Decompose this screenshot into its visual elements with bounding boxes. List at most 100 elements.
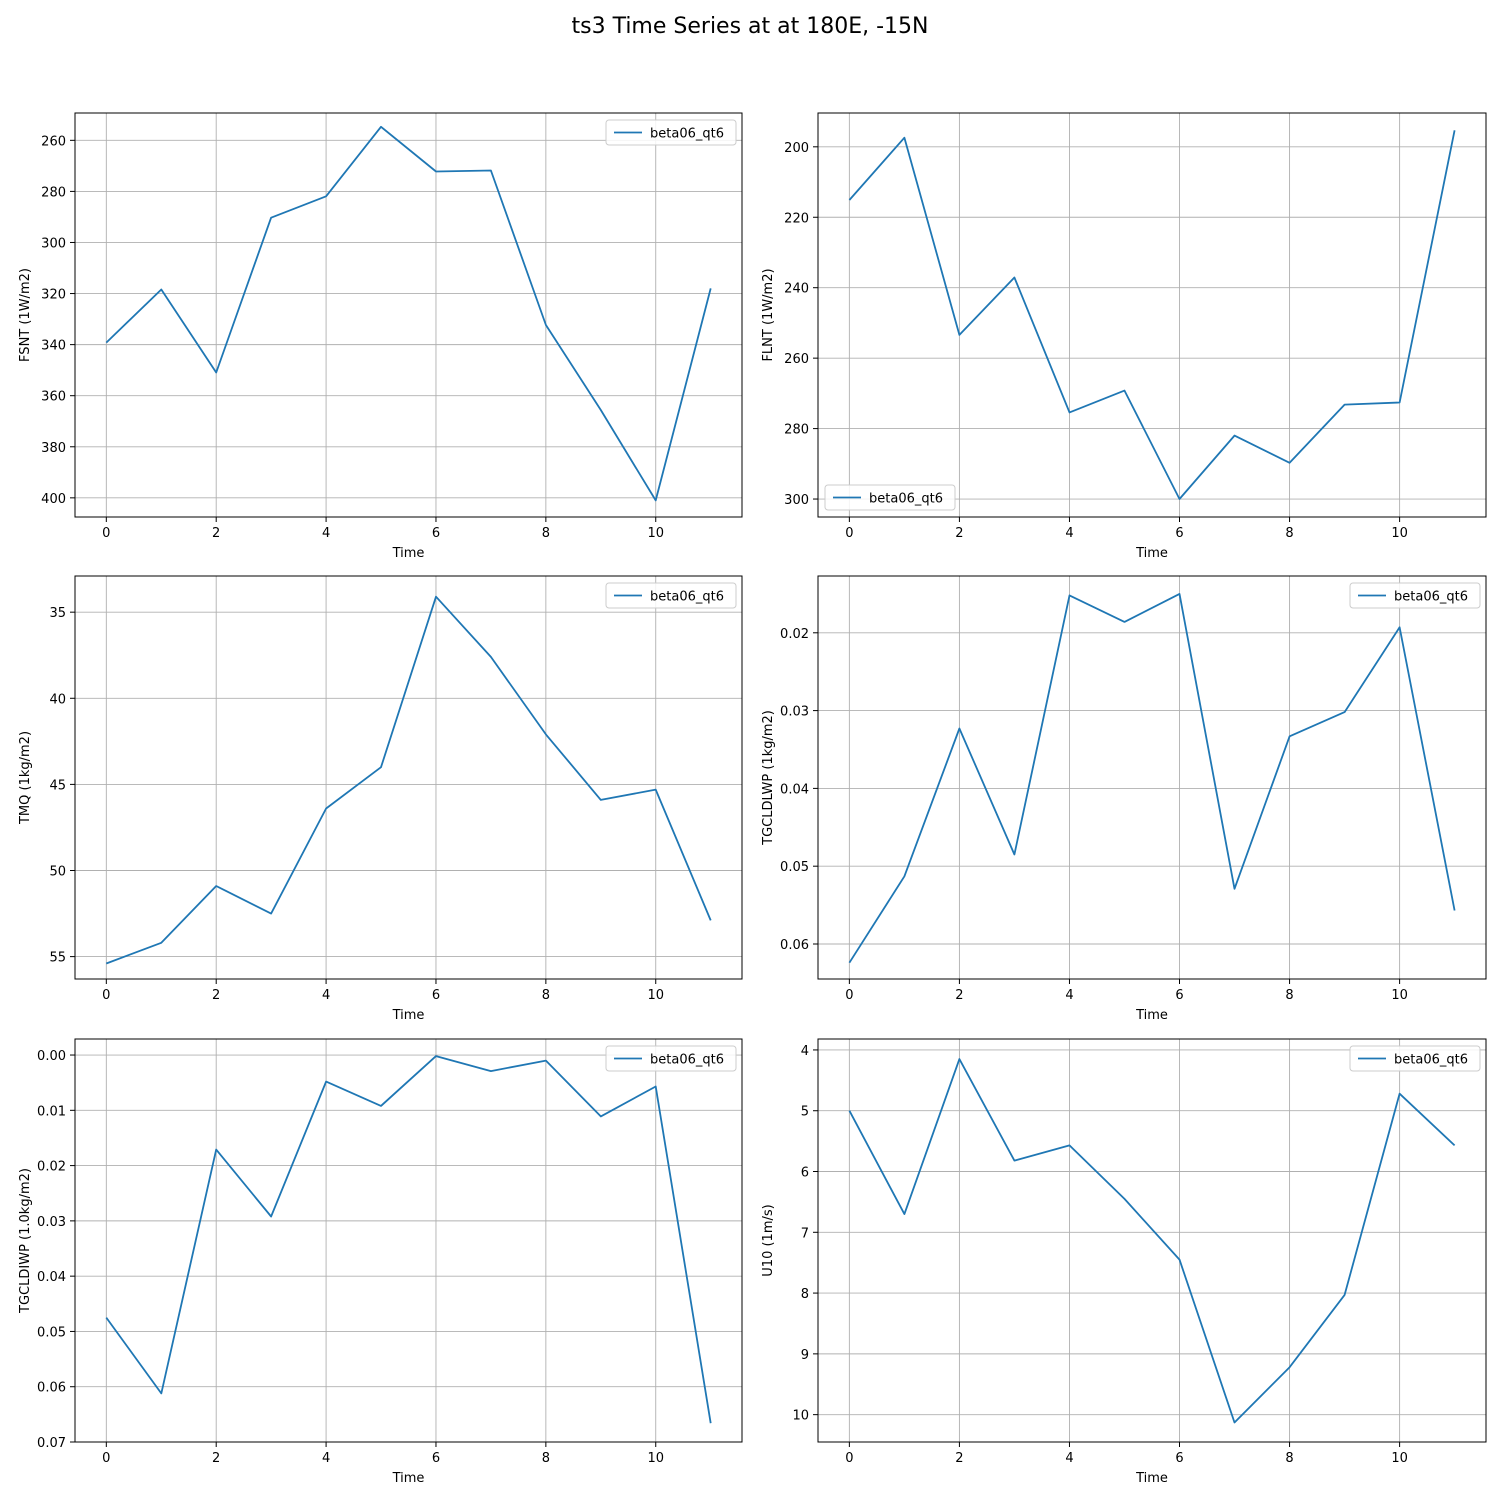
y-tick-label: 0.03 <box>37 1215 66 1230</box>
y-tick-label: 6 <box>801 1166 809 1181</box>
x-tick-label: 4 <box>1065 1451 1073 1466</box>
x-tick-label: 10 <box>647 988 664 1003</box>
y-tick-label: 0.04 <box>780 782 809 797</box>
x-axis-label: Time <box>1135 546 1168 561</box>
y-tick-label: 400 <box>41 492 66 507</box>
legend-box <box>1349 1045 1481 1072</box>
legend-label: beta06_qt6 <box>650 590 724 605</box>
y-tick-label: 0.06 <box>37 1381 66 1396</box>
y-tick-label: 360 <box>41 390 66 405</box>
y-axis-label: TMQ (1kg/m2) <box>18 731 33 825</box>
x-tick-label: 0 <box>845 988 853 1003</box>
y-tick-label: 0.02 <box>37 1160 66 1175</box>
y-tick-label: 320 <box>41 288 66 303</box>
y-tick-label: 0.02 <box>780 627 809 642</box>
x-tick-label: 4 <box>322 526 330 541</box>
legend-box <box>1349 582 1481 609</box>
y-tick-label: 240 <box>784 282 809 297</box>
y-tick-label: 50 <box>49 865 66 880</box>
plot-frame <box>74 1038 743 1443</box>
series-line-1 <box>848 1058 1456 1424</box>
y-tick-label: 9 <box>801 1348 809 1363</box>
legend-label: beta06_qt6 <box>869 492 943 507</box>
chart-panel-5: 0 2 4 6 8 10 0.00 0.01 0.02 0.03 0.04 0.05 0.06 0.07 T… <box>18 1038 743 1486</box>
x-tick-label: 6 <box>1175 526 1183 541</box>
x-tick-label: 2 <box>212 1451 220 1466</box>
y-axis-label: U10 (1m/s) <box>761 1204 776 1276</box>
legend: beta06_qt6 <box>824 484 956 511</box>
y-tick-label: 260 <box>41 134 66 149</box>
x-tick-label: 6 <box>432 988 440 1003</box>
y-tick-label: 7 <box>801 1226 809 1241</box>
x-tick-label: 2 <box>955 1451 963 1466</box>
y-tick-label: 0.06 <box>780 938 809 953</box>
plot-frame <box>817 1038 1487 1443</box>
x-tick-label: 8 <box>542 988 550 1003</box>
legend: beta06_qt6 <box>1349 1045 1481 1072</box>
y-tick-label: 0.03 <box>780 705 809 720</box>
y-tick-label: 10 <box>792 1409 809 1424</box>
y-axis-label: TGCLDIWP (1.0kg/m2) <box>18 1168 33 1314</box>
y-tick-label: 280 <box>784 423 809 438</box>
x-axis-label: Time <box>1135 1471 1168 1486</box>
chart-panel-4: 0 2 4 6 8 10 0.02 0.03 0.04 0.05 0.06 Time TGCLDLWP … <box>761 575 1487 1023</box>
y-tick-label: 260 <box>784 352 809 367</box>
y-tick-label: 200 <box>784 141 809 156</box>
x-tick-label: 10 <box>1391 988 1408 1003</box>
legend: beta06_qt6 <box>605 119 737 146</box>
y-axis-label: TGCLDLWP (1kg/m2) <box>761 710 776 846</box>
legend-label: beta06_qt6 <box>650 127 724 142</box>
x-tick-label: 2 <box>212 988 220 1003</box>
legend-label: beta06_qt6 <box>650 1053 724 1068</box>
series-line-1 <box>848 593 1456 964</box>
x-tick-label: 10 <box>647 1451 664 1466</box>
plot-frame <box>74 575 743 980</box>
series-line-1 <box>105 595 712 965</box>
legend-box <box>605 119 737 146</box>
y-tick-label: 45 <box>49 778 66 793</box>
x-tick-label: 4 <box>322 988 330 1003</box>
y-axis-label: FSNT (1W/m2) <box>18 268 33 362</box>
y-tick-label: 0.05 <box>780 860 809 875</box>
y-tick-label: 35 <box>49 606 66 621</box>
x-tick-label: 8 <box>542 1451 550 1466</box>
y-tick-label: 300 <box>41 236 66 251</box>
y-tick-label: 0.00 <box>37 1049 66 1064</box>
chart-panel-1: 0 2 4 6 8 10 260 280 300 320 340 360 380 400 Time FSNT … <box>18 112 743 561</box>
x-tick-label: 0 <box>102 988 110 1003</box>
y-tick-label: 220 <box>784 211 809 226</box>
x-axis-label: Time <box>392 1471 425 1486</box>
chart-panel-2: 0 2 4 6 8 10 200 220 240 260 280 300 Time FLNT (1W/m2… <box>761 112 1487 561</box>
plot-frame <box>817 575 1487 980</box>
x-tick-label: 4 <box>322 1451 330 1466</box>
series-line-1 <box>105 1055 712 1424</box>
plot-frame <box>74 112 743 518</box>
legend: beta06_qt6 <box>605 582 737 609</box>
x-tick-label: 0 <box>102 1451 110 1466</box>
legend-label: beta06_qt6 <box>1394 1053 1468 1068</box>
y-tick-label: 300 <box>784 493 809 508</box>
y-axis-label: FLNT (1W/m2) <box>761 268 776 361</box>
x-tick-label: 8 <box>1285 1451 1293 1466</box>
legend-label: beta06_qt6 <box>1394 590 1468 605</box>
legend-box <box>605 582 737 609</box>
x-tick-label: 10 <box>647 526 664 541</box>
x-tick-label: 8 <box>1285 526 1293 541</box>
y-tick-label: 0.04 <box>37 1270 66 1285</box>
x-tick-label: 0 <box>845 526 853 541</box>
x-tick-label: 6 <box>432 1451 440 1466</box>
y-tick-label: 0.01 <box>37 1104 66 1119</box>
x-tick-label: 2 <box>212 526 220 541</box>
figure-title: ts3 Time Series at at 180E, -15N <box>571 14 929 39</box>
y-tick-label: 4 <box>801 1044 809 1059</box>
x-tick-label: 10 <box>1391 526 1408 541</box>
y-tick-label: 8 <box>801 1287 809 1302</box>
x-tick-label: 8 <box>542 526 550 541</box>
x-tick-label: 2 <box>955 988 963 1003</box>
series-line-1 <box>848 130 1456 500</box>
x-tick-label: 4 <box>1065 988 1073 1003</box>
legend: beta06_qt6 <box>1349 582 1481 609</box>
x-axis-label: Time <box>1135 1008 1168 1023</box>
x-tick-label: 6 <box>1175 988 1183 1003</box>
